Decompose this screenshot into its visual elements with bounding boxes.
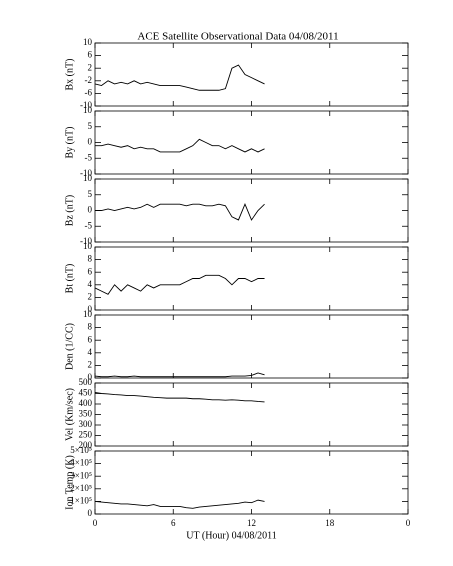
- y-tick-label: -10: [80, 168, 92, 178]
- y-tick-label: 4×10⁵: [70, 458, 92, 468]
- y-tick-label: 6: [88, 266, 93, 276]
- panel-frame: [94, 382, 409, 447]
- y-tick-label: 450: [79, 388, 93, 398]
- panel-frame: [94, 450, 409, 515]
- y-tick-label: 8: [88, 322, 93, 332]
- y-axis-label: Bz (nT): [64, 195, 75, 226]
- panel-frame: [94, 42, 409, 107]
- y-tick-label: 0: [88, 372, 93, 382]
- y-tick-label: 200: [79, 440, 93, 450]
- y-axis-label: Bx (nT): [64, 59, 75, 91]
- y-axis-label: By (nT): [64, 127, 75, 159]
- y-tick-label: 1×10⁵: [70, 495, 92, 505]
- panel-frame: [94, 110, 409, 175]
- x-tick-label: 6: [171, 518, 176, 528]
- panel-frame: [94, 314, 409, 379]
- y-axis-label: Vel (Km/sec): [64, 388, 75, 441]
- y-tick-label: 10: [83, 105, 93, 115]
- y-tick-label: 6: [88, 50, 93, 60]
- data-line: [94, 64, 265, 91]
- y-axis-label: Den (1/CC): [64, 323, 75, 370]
- y-tick-label: 4: [88, 279, 93, 289]
- y-axis-label: Bt (nT): [64, 264, 75, 294]
- y-tick-label: 10: [83, 241, 93, 251]
- y-tick-label: 10: [83, 173, 93, 183]
- data-line: [95, 138, 265, 153]
- chart-title: ACE Satellite Observational Data 04/08/2…: [137, 31, 338, 43]
- x-tick-label: 0: [406, 518, 411, 528]
- x-tick-label: 18: [325, 518, 335, 528]
- y-tick-label: 10: [83, 309, 93, 319]
- y-tick-label: 0: [88, 137, 93, 147]
- y-tick-label: 400: [79, 398, 93, 408]
- data-line: [95, 203, 265, 221]
- data-line: [94, 392, 265, 403]
- data-line: [94, 274, 265, 295]
- y-tick-label: 2: [88, 359, 93, 369]
- x-tick-label: 0: [93, 518, 98, 528]
- panel-frame: [94, 178, 409, 243]
- y-tick-label: 3×10⁵: [70, 470, 92, 480]
- panel-frame: [94, 246, 409, 311]
- x-axis-label: UT (Hour) 04/08/2011: [186, 530, 277, 541]
- y-axis-label: Ion Temp (K): [64, 455, 75, 510]
- y-tick-label: 5: [88, 189, 93, 199]
- y-tick-label: 2×10⁵: [70, 483, 92, 493]
- y-tick-label: 4: [88, 347, 93, 357]
- y-tick-label: -6: [85, 87, 93, 97]
- y-tick-label: 5: [88, 121, 93, 131]
- y-tick-label: 250: [79, 430, 93, 440]
- y-tick-label: 2: [88, 62, 93, 72]
- data-line: [94, 499, 265, 509]
- y-tick-label: 6: [88, 334, 93, 344]
- y-tick-label: -10: [80, 100, 92, 110]
- y-tick-label: 300: [79, 419, 93, 429]
- y-tick-label: 5×10⁵: [70, 445, 92, 455]
- y-tick-label: -5: [85, 220, 93, 230]
- y-tick-label: 8: [88, 254, 93, 264]
- y-tick-label: 500: [79, 377, 93, 387]
- y-tick-label: 0: [88, 205, 93, 215]
- y-tick-label: 350: [79, 409, 93, 419]
- y-tick-label: 10: [83, 37, 93, 47]
- y-tick-label: 0: [88, 304, 93, 314]
- y-tick-label: -2: [85, 75, 93, 85]
- y-tick-label: -10: [80, 236, 92, 246]
- y-tick-label: -5: [85, 152, 93, 162]
- data-line: [94, 372, 265, 378]
- y-tick-label: 2: [88, 291, 93, 301]
- x-tick-label: 12: [247, 518, 256, 528]
- y-tick-label: 0: [88, 508, 93, 518]
